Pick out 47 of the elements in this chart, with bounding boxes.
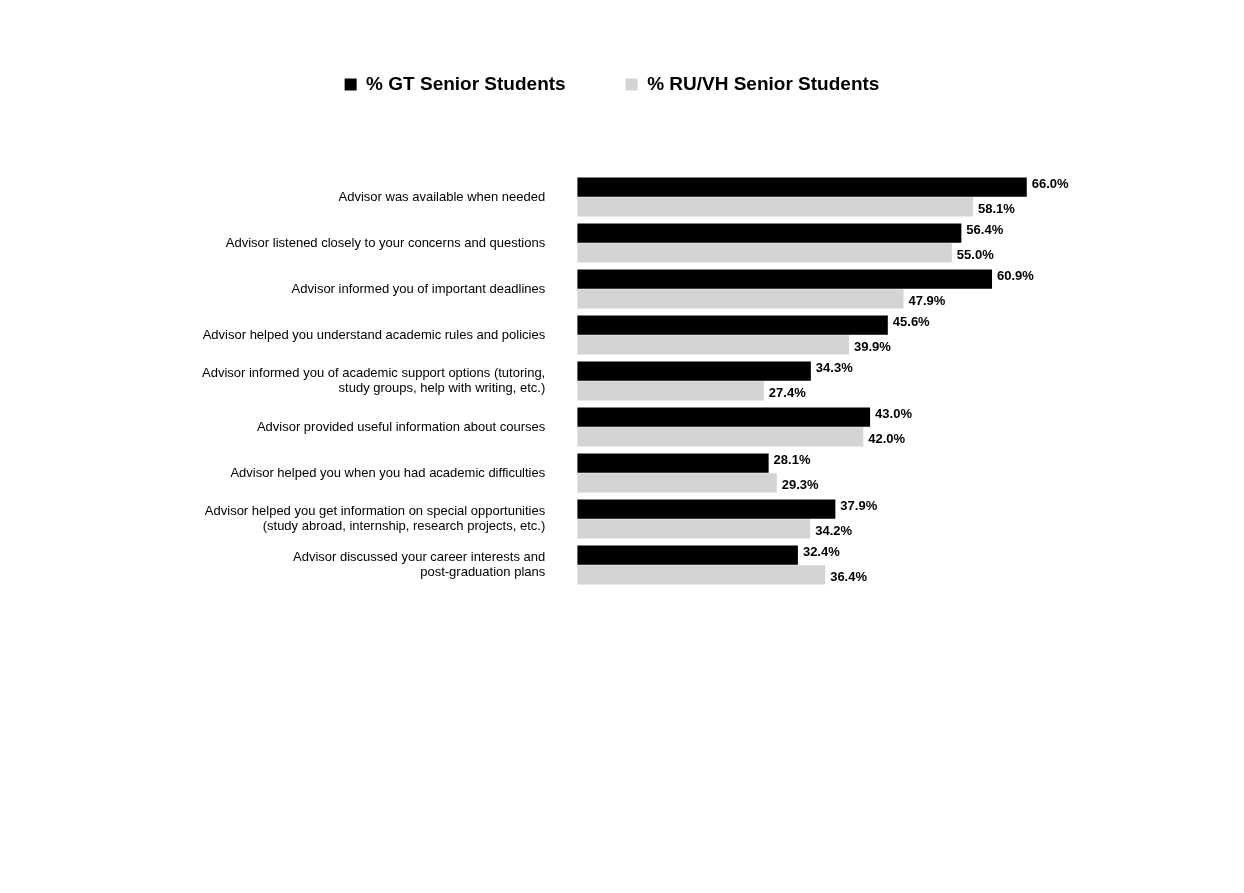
y-tick-label: Advisor listened closely to your concerns and questions [225,234,546,250]
bar [577,545,798,565]
legend-label: % RU/VH Senior Students [647,72,880,94]
bar [577,381,764,401]
y-tick-label: Advisor helped you when you had academic difficulties [230,464,546,480]
bar [577,335,849,355]
data-label: 32.4% [802,543,841,559]
bar [577,499,836,519]
data-label: 39.9% [853,339,892,355]
bar [577,243,952,263]
data-label: 37.9% [840,497,878,513]
bar [577,289,904,309]
y-tick-label: Advisor provided useful information about courses [256,418,546,434]
data-label: 36.4% [830,569,868,585]
data-label: 29.3% [781,477,820,493]
y-tick-label: Advisor informed you of academic support options (tutoring, study groups, help with writing, etc.) [202,364,546,396]
data-label: 56.4% [966,221,1004,237]
legend-label: % GT Senior Students [366,72,566,94]
y-tick-label: Advisor was available when needed [338,188,546,204]
bar [577,197,973,217]
bar [577,473,777,493]
y-tick-label: Advisor helped you get information on special opportunities (study abroad, internship, research projects, etc.) [204,502,546,534]
data-label: 66.0% [1031,175,1070,191]
data-label: 58.1% [977,201,1016,217]
bar [577,519,811,539]
y-tick-label: Advisor informed you of important deadlines [291,280,546,296]
bar [577,361,811,381]
data-label: 60.9% [997,267,1035,283]
data-label: 47.9% [908,293,946,309]
bar [577,427,864,447]
bar [577,269,993,289]
data-label: 45.6% [892,313,931,329]
data-label: 43.0% [875,405,913,421]
data-label: 42.0% [868,431,906,447]
bar [577,453,769,473]
data-label: 27.4% [768,385,807,401]
bar [577,315,888,335]
y-tick-label: Advisor helped you understand academic rules and policies [202,326,546,342]
bar [577,407,871,427]
data-label: 34.3% [815,359,854,375]
y-tick-label: Advisor discussed your career interests and post-graduation plans [293,548,546,580]
bar [577,177,1027,197]
bar [577,565,826,585]
data-label: 28.1% [773,451,811,467]
data-label: 34.2% [815,523,853,539]
data-label: 55.0% [956,247,995,263]
bar [577,223,962,243]
